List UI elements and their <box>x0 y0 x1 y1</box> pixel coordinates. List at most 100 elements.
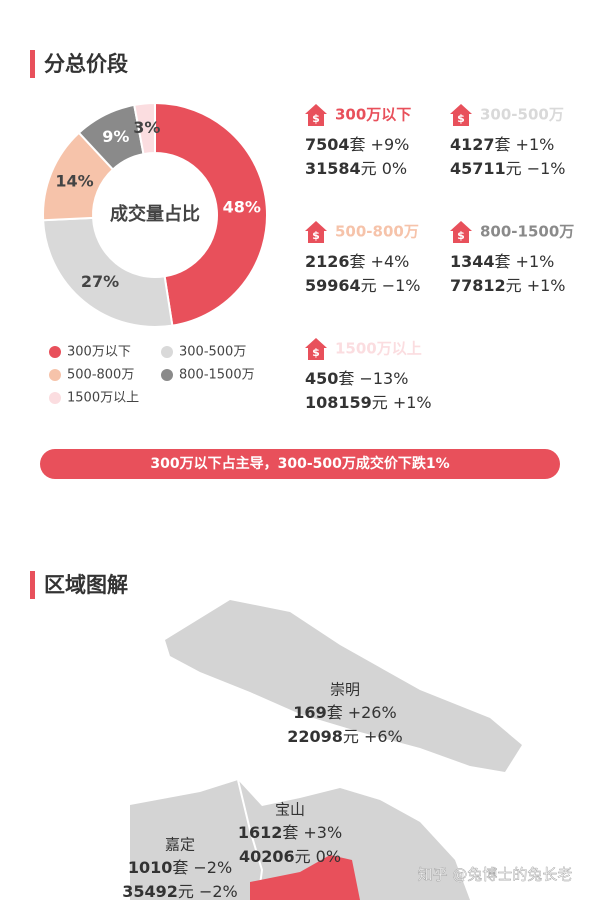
price-change: 0% <box>382 159 407 178</box>
icon-symbol: $ <box>457 112 465 125</box>
price-line: 108159元 +1% <box>305 393 432 412</box>
donut-segment <box>42 216 174 328</box>
units-line: 7504套 +9% <box>305 135 409 154</box>
house-icon <box>305 221 327 243</box>
price: 59964 <box>305 276 361 295</box>
price-unit: 元 <box>361 159 377 178</box>
donut-segment <box>133 101 156 156</box>
data-label: 14% <box>55 172 93 191</box>
icon-symbol: $ <box>312 112 320 125</box>
units: 2126 <box>305 252 350 271</box>
units: 1344 <box>450 252 495 271</box>
units: 7504 <box>305 135 350 154</box>
price-change: 0% <box>316 847 341 866</box>
units-unit: 套 <box>350 135 366 154</box>
units-unit: 套 <box>495 252 511 271</box>
units-line: 4127套 +1% <box>450 135 554 154</box>
price-unit: 元 <box>361 276 377 295</box>
legend-swatch <box>49 369 61 381</box>
units: 1010 <box>128 858 173 877</box>
units: 169 <box>293 703 326 722</box>
legend-swatch <box>49 392 61 404</box>
stat-name: 800-1500万 <box>480 223 574 241</box>
units-line: 1344套 +1% <box>450 252 554 271</box>
region-name: 嘉定 <box>165 836 195 854</box>
units: 1612 <box>238 823 283 842</box>
stat-name: 1500万以上 <box>335 340 422 358</box>
price: 40206 <box>239 847 295 866</box>
price-line: 77812元 +1% <box>450 276 565 295</box>
price: 22098 <box>287 727 343 746</box>
legend-label: 300万以下 <box>67 345 131 360</box>
icon-symbol: $ <box>457 229 465 242</box>
units-line: 2126套 +4% <box>305 252 409 271</box>
units-change: +9% <box>371 135 410 154</box>
donut-segment <box>154 101 268 327</box>
region-name: 宝山 <box>275 801 305 819</box>
price-unit: 元 <box>372 393 388 412</box>
price: 77812 <box>450 276 506 295</box>
price-line: 59964元 −1% <box>305 276 420 295</box>
units-unit: 套 <box>327 703 343 722</box>
units-change: −13% <box>359 369 408 388</box>
units-change: +4% <box>371 252 410 271</box>
house-icon <box>450 104 472 126</box>
watermark: 知乎 @兔博士的兔长老 <box>418 866 573 884</box>
price-change: +1% <box>527 276 566 295</box>
banner: 300万以下占主导，300-500万成交价下跌1% <box>150 455 449 472</box>
price-line: 45711元 −1% <box>450 159 565 178</box>
icon-symbol: $ <box>312 229 320 242</box>
units-unit: 套 <box>282 823 298 842</box>
price-line: 22098元 +6% <box>287 727 402 746</box>
legend-label: 300-500万 <box>179 345 246 360</box>
legend-swatch <box>161 369 173 381</box>
price: 108159 <box>305 393 372 412</box>
units-unit: 套 <box>350 252 366 271</box>
price-unit: 元 <box>506 276 522 295</box>
price-change: −1% <box>382 276 421 295</box>
house-icon <box>305 338 327 360</box>
center-label: 成交量占比 <box>110 203 200 225</box>
price-line: 31584元 0% <box>305 159 407 178</box>
section-title: 区域图解 <box>44 573 128 597</box>
title-bar <box>30 50 35 78</box>
data-label: 27% <box>81 272 119 291</box>
price-change: +6% <box>364 727 403 746</box>
price: 45711 <box>450 159 506 178</box>
region-shape <box>165 600 522 772</box>
price-unit: 元 <box>343 727 359 746</box>
units-line: 1612套 +3% <box>238 823 342 842</box>
units-line: 450套 −13% <box>305 369 408 388</box>
title-bar <box>30 571 35 599</box>
units-line: 1010套 −2% <box>128 858 232 877</box>
price: 31584 <box>305 159 361 178</box>
units-change: −2% <box>193 858 232 877</box>
price: 35492 <box>122 882 178 900</box>
units: 4127 <box>450 135 495 154</box>
map <box>130 600 522 900</box>
price-unit: 元 <box>295 847 311 866</box>
stat-name: 500-800万 <box>335 223 419 241</box>
price-unit: 元 <box>178 882 194 900</box>
units: 450 <box>305 369 338 388</box>
region-shape <box>130 780 470 900</box>
price-change: −2% <box>199 882 238 900</box>
legend-swatch <box>161 346 173 358</box>
price-change: −1% <box>527 159 566 178</box>
legend-label: 1500万以上 <box>67 391 139 406</box>
data-label: 48% <box>223 198 261 217</box>
legend-swatch <box>49 346 61 358</box>
price-change: +1% <box>393 393 432 412</box>
units-change: +3% <box>303 823 342 842</box>
stat-name: 300万以下 <box>335 106 411 124</box>
section-title: 分总价段 <box>44 52 128 76</box>
legend-label: 800-1500万 <box>179 368 255 383</box>
legend-label: 500-800万 <box>67 368 134 383</box>
data-label: 9% <box>102 127 129 146</box>
banner-bg <box>40 449 560 479</box>
units-line: 169套 +26% <box>293 703 396 722</box>
region-shape <box>250 855 360 900</box>
price-unit: 元 <box>506 159 522 178</box>
price-line: 35492元 −2% <box>122 882 237 900</box>
